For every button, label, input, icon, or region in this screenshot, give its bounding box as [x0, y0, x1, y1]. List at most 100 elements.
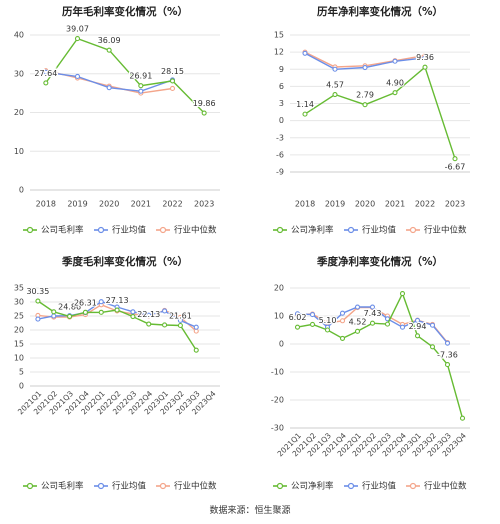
data-point-company [324, 327, 331, 333]
data-point-avg [294, 311, 301, 317]
legend-label: 行业均值 [362, 481, 397, 492]
data-point-company [309, 321, 316, 327]
data-label: 26.91 [129, 72, 152, 81]
chart-panel-1: 历年毛利率变化情况（%） 0 10 20 30 40 2018 2019 2020 2021 202… [14, 5, 220, 236]
y-tick-label: 20 [14, 326, 24, 335]
y-tick-label: 30 [14, 298, 24, 307]
data-point-company [98, 309, 104, 315]
chart-panel-2: 历年净利率变化情况（%） -9 -6 -3 0 3 6 9 12 15 2018 2019 2020 20… [273, 5, 470, 236]
x-tick-label: 2021 [385, 200, 405, 209]
data-point-company [444, 362, 451, 368]
legend-marker-company [276, 482, 284, 490]
data-point-company [74, 36, 81, 42]
y-tick-label: 0 [19, 382, 24, 391]
y-tick-label: -30 [271, 424, 284, 433]
y-tick-label: 0 [19, 186, 24, 195]
y-tick-label: 40 [14, 31, 24, 40]
x-tick-label: 2018 [36, 200, 56, 209]
y-tick-label: -20 [271, 396, 284, 405]
data-point-avg [51, 313, 57, 319]
y-tick-label: 3 [279, 99, 284, 108]
legend-label: 行业均值 [362, 225, 397, 236]
legend-label: 公司毛利率 [41, 225, 84, 236]
legend-marker-median [409, 482, 417, 490]
x-tick-label: 2022 [415, 200, 435, 209]
series-line-company [297, 291, 464, 419]
y-tick-label: 10 [14, 147, 24, 156]
y-tick-label: 15 [14, 340, 24, 349]
data-point-median [169, 85, 176, 92]
y-tick-label: 12 [274, 48, 284, 57]
data-point-avg [399, 324, 406, 330]
data-point-avg [146, 312, 152, 318]
series-line-company [304, 65, 456, 159]
data-point-company [138, 83, 144, 89]
data-point-avg [302, 50, 308, 56]
data-label: 27.13 [106, 296, 129, 305]
legend-label: 行业中位数 [174, 225, 217, 236]
x-tick-label: 2020 [355, 200, 375, 209]
data-point-avg [74, 73, 81, 80]
data-point-avg [193, 324, 199, 330]
data-label: 4.57 [326, 81, 344, 90]
data-label: 9.36 [416, 53, 434, 62]
data-point-company [114, 307, 120, 313]
data-point-company [193, 347, 199, 353]
data-point-avg [106, 85, 112, 91]
y-tick-label: 15 [274, 31, 284, 40]
legend-marker-company [276, 226, 284, 234]
y-tick-label: -3 [276, 133, 284, 142]
data-label: 26.31 [74, 298, 97, 307]
data-point-avg [35, 316, 41, 322]
y-tick-label: 25 [14, 312, 24, 321]
data-point-company [362, 102, 368, 108]
y-tick-label: -6 [276, 150, 284, 159]
chart-panel-4: 季度净利率变化情况（%）-30-20-10010202021Q12021Q220… [271, 255, 470, 492]
data-point-company [339, 335, 346, 341]
legend-marker-median [409, 226, 417, 234]
data-point-company [67, 313, 73, 319]
x-tick-label: 2020 [99, 200, 119, 209]
data-point-avg [162, 308, 168, 314]
x-tick-label: 2019 [67, 200, 87, 209]
data-point-company [162, 322, 168, 328]
legend-marker-company [26, 482, 34, 490]
legend: 公司净利率 行业均值 行业中位数 [273, 481, 467, 492]
data-point-company [302, 111, 308, 117]
data-label: 1.14 [296, 100, 314, 109]
legend-label: 公司毛利率 [41, 481, 84, 492]
data-point-company [35, 298, 41, 304]
legend-label: 行业均值 [112, 481, 147, 492]
data-point-avg [392, 58, 398, 64]
chart-title: 历年毛利率变化情况（%） [62, 5, 188, 18]
data-label: 2.79 [356, 91, 374, 100]
y-tick-label: -9 [276, 168, 284, 177]
data-point-avg [354, 304, 361, 310]
y-tick-label: 35 [14, 284, 24, 293]
data-point-company [452, 156, 458, 162]
data-point-avg [422, 55, 428, 61]
data-source-note: 数据来源：恒生聚源 [209, 505, 291, 515]
x-tick-label: 2021 [131, 200, 151, 209]
chart-title: 历年净利率变化情况（%） [317, 5, 443, 18]
legend-marker-avg [97, 482, 105, 490]
y-tick-label: -10 [271, 368, 284, 377]
data-point-avg [414, 317, 421, 324]
data-point-company [422, 64, 428, 70]
data-point-company [354, 328, 361, 334]
data-point-avg [138, 88, 144, 94]
x-tick-label: 2022 [162, 200, 182, 209]
x-tick-label: 2019 [325, 200, 345, 209]
legend-label: 行业中位数 [174, 481, 217, 492]
y-tick-label: 20 [274, 284, 284, 293]
data-point-company [201, 110, 207, 116]
legend-label: 行业中位数 [424, 225, 467, 236]
y-tick-label: 30 [14, 69, 24, 78]
data-point-avg [98, 299, 104, 305]
data-point-median [339, 318, 346, 324]
data-point-company [177, 322, 183, 329]
data-point-avg [130, 309, 136, 315]
chart-title: 季度净利率变化情况（%） [316, 255, 443, 268]
data-point-company [43, 80, 49, 86]
